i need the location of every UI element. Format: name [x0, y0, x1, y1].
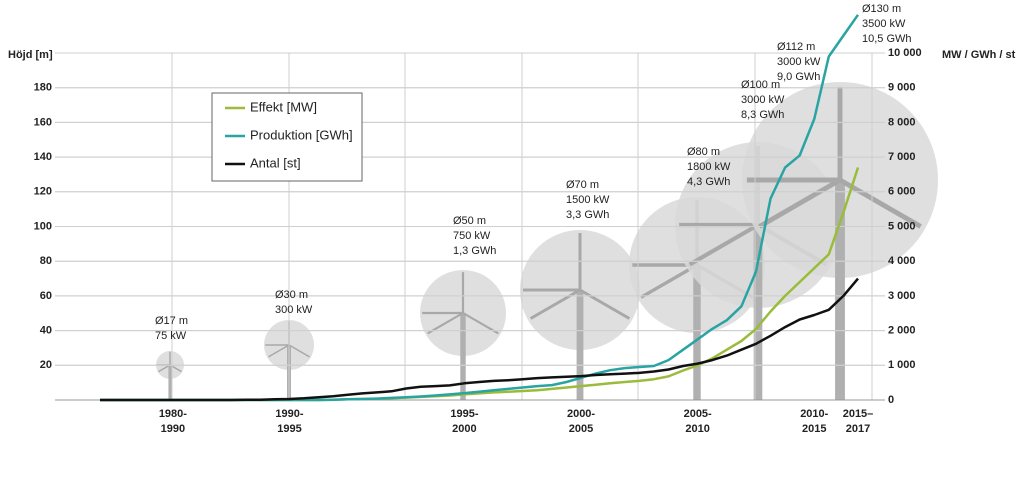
- annotation: 10,5 GWh: [862, 33, 912, 45]
- y-tick-label: 60: [40, 290, 52, 302]
- y2-tick-label: 3 000: [888, 290, 916, 302]
- annotation: 9,0 GWh: [777, 71, 820, 83]
- y2-tick-label: 5 000: [888, 220, 916, 232]
- y2-tick-label: 0: [888, 394, 894, 406]
- y2-tick-label: 8 000: [888, 116, 916, 128]
- y-tick-label: 120: [34, 186, 52, 198]
- legend-label: Produktion [GWh]: [250, 127, 353, 142]
- blade: [758, 177, 842, 229]
- y2-tick-label: 2 000: [888, 325, 916, 337]
- blade: [158, 364, 171, 373]
- annotation: 3000 kW: [777, 56, 821, 68]
- annotation: 8,3 GWh: [741, 109, 784, 121]
- annotation: Ø30 m: [275, 289, 308, 301]
- annotation: 4,3 GWh: [687, 176, 730, 188]
- y-tick-label: 140: [34, 151, 52, 163]
- annotation: 750 kW: [453, 230, 491, 242]
- blade: [838, 177, 922, 229]
- x-tick-label: 1990-1995: [275, 408, 303, 435]
- legend-label: Effekt [MW]: [250, 99, 317, 114]
- series-line: [100, 277, 859, 402]
- blade: [529, 288, 581, 320]
- blade: [640, 263, 698, 299]
- blade: [688, 223, 760, 267]
- legend-label: Antal [st]: [250, 155, 301, 170]
- annotation: 1800 kW: [687, 161, 731, 173]
- tower: [753, 225, 763, 400]
- x-tick-label: 2015– 2017: [843, 408, 874, 435]
- y2-tick-label: 10 000: [888, 47, 922, 59]
- annotation: 3000 kW: [741, 94, 785, 106]
- blade: [462, 312, 499, 335]
- annotation: Ø100 m: [741, 79, 780, 91]
- y-tick-label: 160: [34, 116, 52, 128]
- blade: [288, 344, 310, 358]
- annotation: 3500 kW: [862, 18, 906, 30]
- y-tick-label: 20: [40, 359, 52, 371]
- y2-tick-label: 6 000: [888, 186, 916, 198]
- y2-tick-label: 1 000: [888, 359, 916, 371]
- y2-tick-label: 4 000: [888, 255, 916, 267]
- y-tick-label: 80: [40, 255, 52, 267]
- y-tick-label: 180: [34, 82, 52, 94]
- x-tick-label: 2005-2010: [684, 408, 712, 435]
- turbine-illustrations: [156, 82, 938, 400]
- y2-tick-label: 7 000: [888, 151, 916, 163]
- annotation: 75 kW: [155, 330, 187, 342]
- blade: [427, 312, 464, 335]
- tower: [576, 290, 584, 400]
- blade: [579, 288, 631, 320]
- annotation: 1,3 GWh: [453, 245, 496, 257]
- annotation: 1500 kW: [566, 194, 610, 206]
- y-tick-label: 40: [40, 325, 52, 337]
- x-tick-label: 1995-2000: [450, 408, 478, 435]
- tower: [460, 313, 466, 400]
- annotation: Ø50 m: [453, 215, 486, 227]
- annotation: Ø17 m: [155, 315, 188, 327]
- blade: [268, 344, 290, 358]
- y2-tick-label: 9 000: [888, 82, 916, 94]
- x-tick-label: 2000-2005: [567, 408, 595, 435]
- y-tick-label: 100: [34, 220, 52, 232]
- y-axis-title: Höjd [m]: [8, 49, 53, 61]
- tower: [693, 265, 701, 400]
- annotation: 300 kW: [275, 304, 313, 316]
- annotation: 3,3 GWh: [566, 209, 609, 221]
- annotation: Ø112 m: [777, 41, 815, 53]
- tower: [168, 365, 172, 400]
- annotation: Ø80 m: [687, 146, 720, 158]
- x-tick-label: 1980-1990: [159, 408, 187, 435]
- tower: [835, 180, 845, 400]
- y2-axis-title: MW / GWh / st: [942, 49, 1016, 61]
- annotation: Ø70 m: [566, 179, 599, 191]
- annotation: Ø130 m: [862, 3, 901, 15]
- x-tick-label: 2010-2015: [800, 408, 828, 435]
